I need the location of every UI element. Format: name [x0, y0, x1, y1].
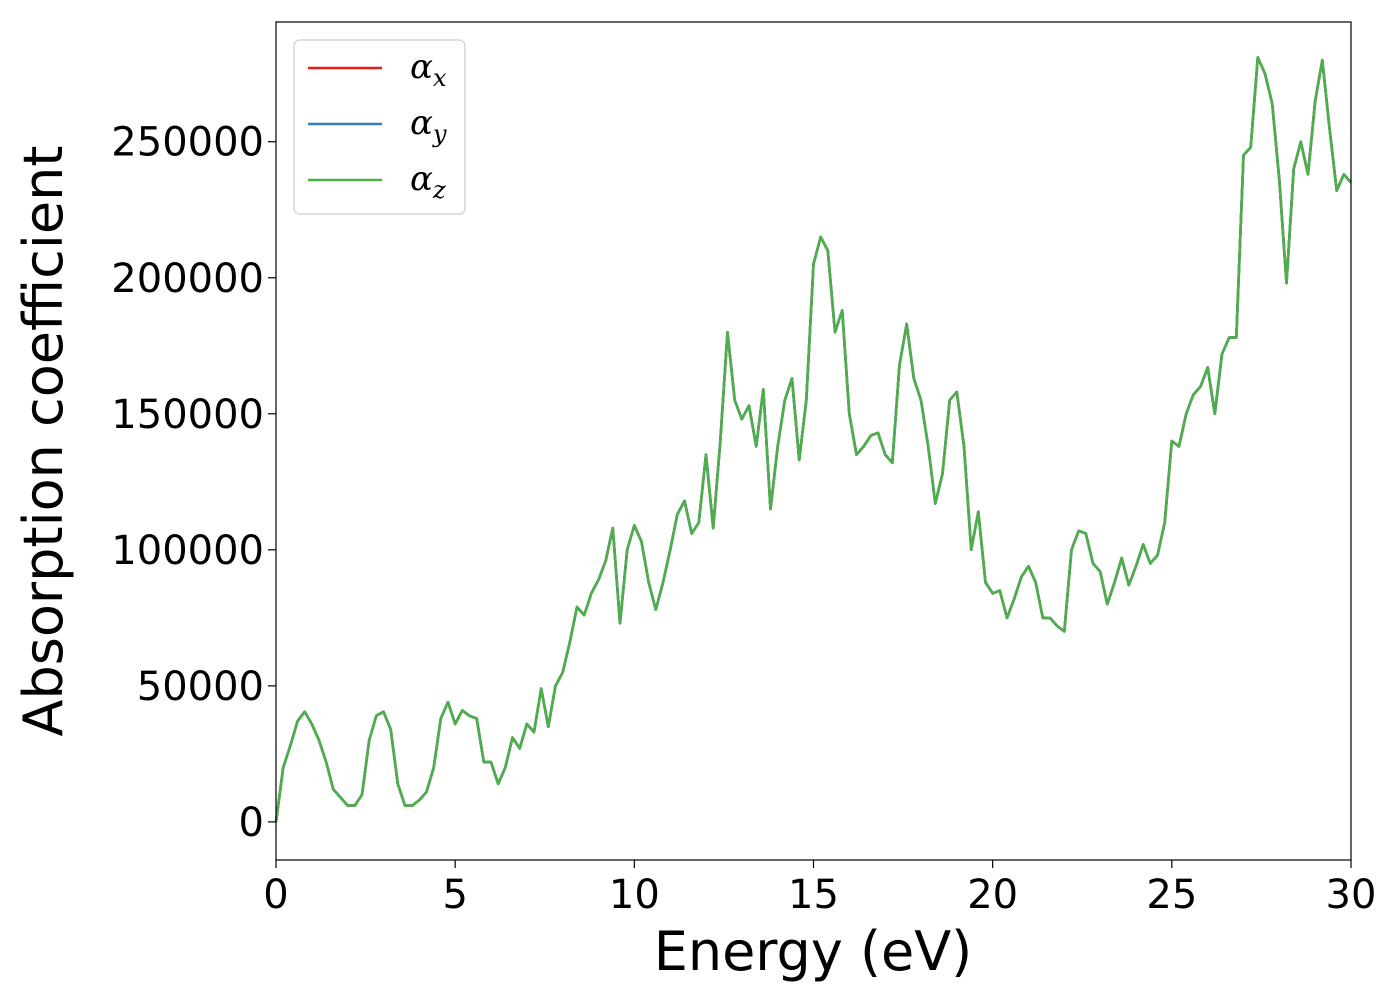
y-axis-ticks: 0 50000 100000 150000 200000 250000: [111, 120, 276, 846]
x-axis-ticks: 0 5 10 15 20 25 30: [263, 860, 1376, 918]
x-tick-label: 20: [967, 872, 1018, 918]
legend-label-z: αz: [410, 159, 446, 204]
x-tick-label: 5: [442, 872, 467, 918]
series-layer: [274, 56, 1352, 823]
x-tick-label: 30: [1326, 872, 1377, 918]
x-tick-label: 10: [609, 872, 660, 918]
y-tick-label: 0: [239, 800, 264, 846]
legend-label-y: αy: [410, 103, 447, 148]
y-tick-label: 100000: [111, 528, 264, 574]
legend-label-subscript: y: [432, 120, 447, 148]
legend-label-x: αx: [410, 47, 447, 92]
y-tick-label: 250000: [111, 120, 264, 166]
y-axis-title: Absorption coefficient: [12, 146, 75, 737]
legend-label-subscript: z: [432, 176, 446, 204]
x-tick-label: 15: [788, 872, 839, 918]
x-tick-label: 0: [263, 872, 288, 918]
legend-label-base: α: [410, 103, 433, 143]
series-line-z: [274, 56, 1352, 823]
y-tick-label: 50000: [137, 664, 264, 710]
legend-label-base: α: [410, 47, 433, 87]
y-tick-label: 200000: [111, 256, 264, 302]
legend-label-subscript: x: [433, 64, 447, 92]
y-tick-label: 150000: [111, 392, 264, 438]
x-tick-label: 25: [1146, 872, 1197, 918]
legend-box: [293, 39, 466, 215]
legend-label-base: α: [410, 159, 433, 199]
x-axis-title: Energy (eV): [654, 920, 973, 983]
